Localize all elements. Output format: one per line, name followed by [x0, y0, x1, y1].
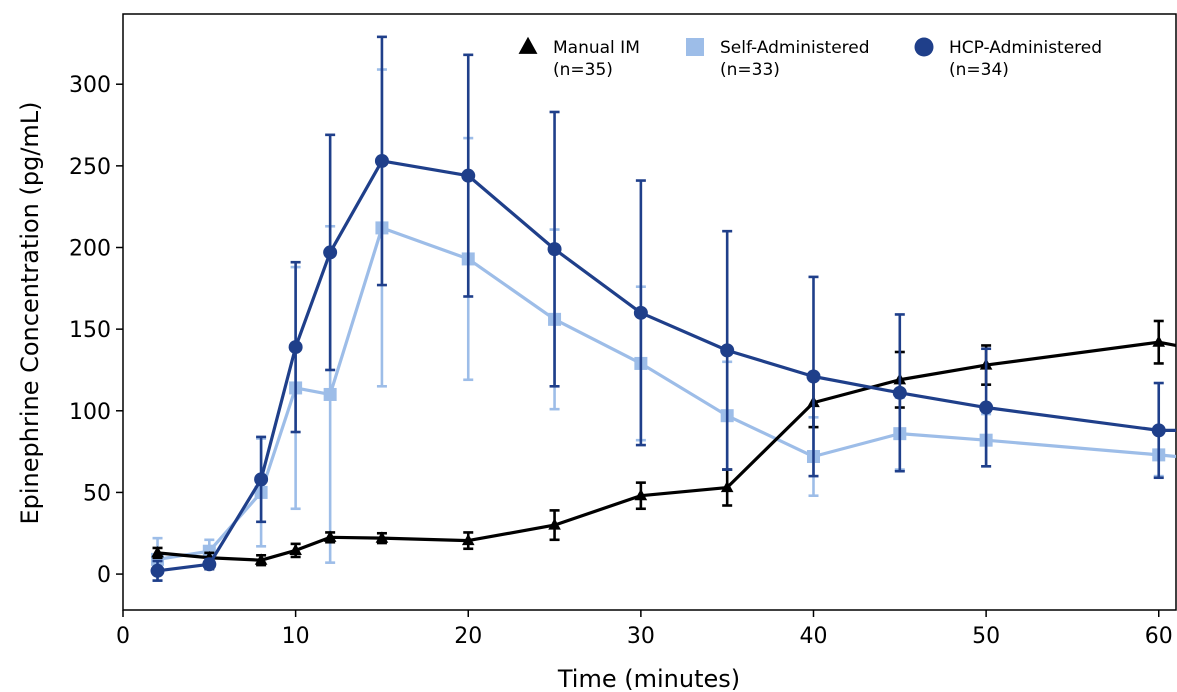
y-tick-label: 200: [69, 237, 111, 262]
series-line-self-administered: [158, 228, 1176, 559]
legend-label-hcp-administered: HCP-Administered: [949, 38, 1102, 58]
data-point-hcp-administered: [461, 169, 475, 183]
legend-label-self-administered: Self-Administered: [720, 38, 870, 58]
data-point-hcp-administered: [720, 343, 734, 357]
x-tick-label: 60: [1145, 624, 1173, 649]
data-point-hcp-administered: [893, 386, 907, 400]
data-point-hcp-administered: [806, 369, 820, 383]
x-tick-label: 50: [972, 624, 1000, 649]
legend-entry-hcp-administered: HCP-Administered(n=34): [915, 38, 1103, 81]
data-point-hcp-administered: [289, 340, 303, 354]
data-point-self-administered: [324, 388, 337, 401]
y-tick-label: 150: [69, 318, 111, 343]
x-tick-label: 0: [116, 624, 130, 649]
legend-marker-hcp-administered: [915, 38, 934, 57]
data-point-manual-im: [1152, 335, 1165, 346]
legend-entry-self-administered: Self-Administered(n=33): [686, 38, 870, 80]
legend-marker-manual-im: [519, 37, 538, 54]
legend-label-hcp-administered: (n=34): [949, 60, 1009, 80]
x-tick-label: 30: [627, 624, 655, 649]
legend-marker-self-administered: [686, 38, 704, 56]
y-tick-label: 50: [83, 481, 111, 506]
y-tick-label: 100: [69, 400, 111, 425]
data-point-hcp-administered: [375, 154, 389, 168]
data-point-hcp-administered: [151, 564, 165, 578]
x-tick-label: 10: [282, 624, 310, 649]
x-tick-label: 40: [799, 624, 827, 649]
data-point-hcp-administered: [254, 472, 268, 486]
data-point-hcp-administered: [1152, 423, 1166, 437]
legend-label-self-administered: (n=33): [720, 60, 780, 80]
legend-label-manual-im: (n=35): [553, 60, 613, 80]
data-point-hcp-administered: [979, 401, 993, 415]
data-point-hcp-administered: [202, 557, 216, 571]
x-axis-label: Time (minutes): [557, 665, 740, 692]
data-point-hcp-administered: [548, 242, 562, 256]
series-line-hcp-administered: [158, 161, 1176, 571]
legend-entry-manual-im: Manual IM(n=35): [519, 37, 640, 80]
data-point-hcp-administered: [634, 306, 648, 320]
plot-frame: [123, 14, 1176, 610]
x-tick-label: 20: [454, 624, 482, 649]
series-line-manual-im: [158, 342, 1176, 560]
y-tick-label: 250: [69, 155, 111, 180]
y-tick-label: 0: [97, 563, 111, 588]
y-axis-label: Epinephrine Concentration (pg/mL): [16, 101, 44, 524]
series-hcp-administered: [151, 37, 1176, 581]
legend-label-manual-im: Manual IM: [553, 38, 640, 58]
data-point-hcp-administered: [323, 245, 337, 259]
y-tick-label: 300: [69, 73, 111, 98]
